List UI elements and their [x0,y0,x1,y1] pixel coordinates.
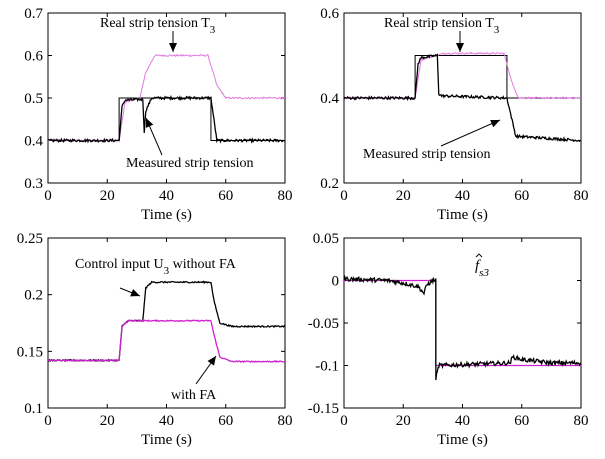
series-group [344,274,581,381]
x-axis-label: Time (s) [437,207,488,223]
series-line-with-fa [48,319,285,363]
measured-strip-tension-arrow-line [440,119,501,147]
series-line-real [344,51,581,100]
x-tick-label: 0 [340,413,348,429]
plot-frame [343,237,582,409]
series-line-reference [344,55,581,99]
x-tick-label: 0 [44,188,52,204]
x-tick-label: 80 [574,413,589,429]
y-tick-label: 0.3 [24,176,43,192]
annotation-control-input-without-fa: Control input U3 without FA [75,257,237,297]
y-tick-label: 0.6 [320,6,339,22]
x-tick-label: 60 [218,188,233,204]
control-input-without-fa-arrowhead [130,288,140,297]
x-axis-label: Time (s) [141,432,192,448]
annotation-real-strip-tension: Real strip tension T3 [384,16,500,52]
x-tick-label: 60 [514,413,529,429]
x-tick-label: 0 [340,188,348,204]
x-tick-label: 40 [455,188,470,204]
y-tick-label: 0.7 [24,6,43,22]
series-line-true-fault [344,279,581,367]
annotation-text: Real strip tension T3 [384,16,500,36]
x-tick-label: 20 [100,188,115,204]
series-group [48,53,285,144]
annotation-text: with FA [171,388,217,403]
series-line-measured [344,53,581,143]
x-tick-label: 20 [396,188,411,204]
series-line-reference [48,97,285,141]
x-tick-label: 80 [574,188,589,204]
annotation-with-fa: with FA [171,355,217,403]
annotation-text: fs3 [475,258,489,279]
series-line-estimate [344,274,581,381]
y-tick-label: 0.1 [24,401,43,417]
panel-top-right: 0 20 40 60 80 0.2 0.4 0.6 Time (s) Real strip ten… [320,6,588,223]
real-strip-tension-arrowhead [456,43,464,52]
x-tick-label: 60 [514,188,529,204]
y-tick-label: 0.4 [24,134,43,150]
x-tick-label: 40 [455,413,470,429]
y-tick-label: 0.4 [320,91,339,107]
series-group [48,280,285,363]
panel-bottom-right: 0 20 40 60 80 -0.15 -0.1 -0.05 0 0.05 Time (s) fs3 [308,231,589,448]
x-axis-label: Time (s) [141,207,192,223]
series-line-measured [48,94,285,144]
annotation-text: Measured strip tension [126,156,254,171]
measured-strip-tension-arrowhead [490,119,500,128]
annotation-text: Real strip tension T3 [100,16,216,36]
y-tick-label: 0.6 [24,49,43,65]
annotation-real-strip-tension: Real strip tension T3 [100,16,216,52]
y-tick-label: 0.5 [24,91,43,107]
y-tick-label: 0.15 [17,344,43,360]
measured-strip-tension-arrowhead [145,118,154,128]
y-tick-label: 0 [332,274,340,290]
annotation-text: Measured strip tension [363,147,491,162]
hat-accent [475,253,483,258]
annotation-fault-estimate-label: fs3 [475,253,489,279]
y-tick-label: -0.1 [315,359,339,375]
x-tick-label: 80 [278,413,293,429]
x-tick-label: 80 [278,188,293,204]
panel-top-left: 0 20 40 60 80 0.3 0.4 0.5 0.6 0.7 Time (s) Real str… [24,6,292,223]
with-fa-arrowhead [207,356,216,366]
real-strip-tension-arrowhead [169,43,177,52]
series-group [344,51,581,143]
annotation-text: Control input U3 without FA [75,257,237,277]
x-tick-label: 40 [159,413,174,429]
y-tick-label: -0.05 [308,316,339,332]
panel-bottom-left: 0 20 40 60 80 0.1 0.15 0.2 0.25 Time (s) Control i… [17,231,293,448]
y-tick-label: -0.15 [308,401,339,417]
annotation-measured-strip-tension: Measured strip tension [363,119,501,162]
x-tick-label: 20 [396,413,411,429]
x-tick-label: 40 [159,188,174,204]
y-tick-label: 0.2 [320,176,339,192]
x-tick-label: 0 [44,413,52,429]
x-tick-label: 60 [218,413,233,429]
x-tick-label: 20 [100,413,115,429]
y-tick-label: 0.25 [17,231,43,247]
annotation-measured-strip-tension: Measured strip tension [126,117,254,171]
y-tick-label: 0.2 [24,288,43,304]
x-axis-label: Time (s) [437,432,488,448]
y-tick-label: 0.05 [313,231,339,247]
